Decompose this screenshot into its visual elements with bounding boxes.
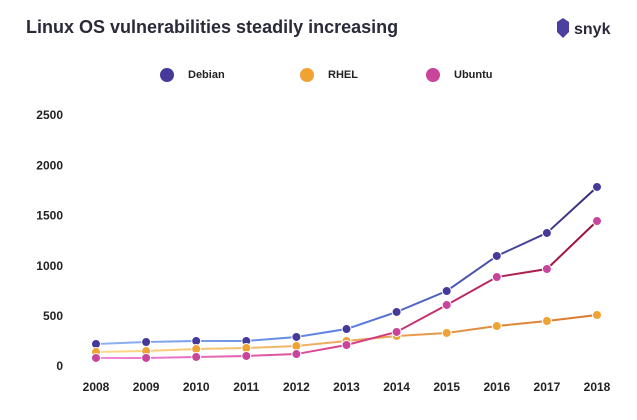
legend-marker	[300, 68, 314, 82]
x-tick-label: 2011	[233, 380, 259, 394]
logo: snyk	[557, 18, 611, 38]
legend-marker	[160, 68, 174, 82]
x-tick-label: 2018	[584, 380, 611, 394]
y-tick-label: 500	[43, 309, 63, 323]
data-point	[141, 337, 152, 348]
x-tick-label: 2016	[483, 380, 510, 394]
data-point	[491, 250, 502, 261]
x-tick-label: 2017	[534, 380, 561, 394]
y-tick-label: 2500	[36, 108, 63, 122]
logo-icon	[557, 18, 569, 38]
x-tick-label: 2009	[133, 380, 160, 394]
data-point	[592, 216, 602, 227]
data-point	[491, 321, 502, 332]
data-point	[441, 327, 452, 338]
x-tick-label: 2013	[333, 380, 360, 394]
data-point	[241, 350, 252, 361]
series-line	[95, 186, 598, 346]
x-tick-label: 2010	[183, 380, 210, 394]
data-point	[592, 309, 602, 320]
data-point	[541, 264, 552, 275]
y-tick-label: 0	[56, 359, 63, 373]
data-point	[391, 326, 402, 337]
legend-label: RHEL	[328, 69, 358, 81]
data-point	[441, 299, 452, 310]
data-point	[541, 227, 552, 238]
data-point	[291, 349, 302, 360]
x-tick-label: 2012	[283, 380, 310, 394]
x-tick-label: 2014	[383, 380, 410, 394]
legend-label: Debian	[188, 69, 225, 81]
y-tick-label: 1500	[36, 209, 63, 223]
legend-label: Ubuntu	[454, 69, 492, 81]
data-point	[491, 272, 502, 283]
data-point	[541, 316, 552, 327]
plot: 0 500 1000 1500 2000 2500 2008 2009 2010 2011 2012…	[36, 68, 611, 394]
data-point	[91, 352, 101, 363]
data-point	[341, 340, 352, 351]
data-point	[391, 306, 402, 317]
data-point	[341, 324, 352, 335]
x-tick-label: 2008	[83, 380, 110, 394]
data-point	[291, 331, 302, 342]
logo-text: snyk	[574, 21, 611, 38]
chart-title: Linux OS vulnerabilities steadily increa…	[26, 17, 398, 37]
legend-marker	[426, 68, 440, 82]
data-point	[141, 352, 152, 363]
data-point	[191, 351, 202, 362]
y-tick-label: 2000	[36, 158, 63, 172]
x-tick-label: 2015	[433, 380, 460, 394]
y-tick-label: 1000	[36, 259, 63, 273]
data-point	[592, 181, 602, 192]
data-point	[441, 285, 452, 296]
